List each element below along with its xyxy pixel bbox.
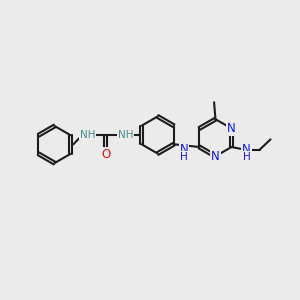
Text: N: N	[179, 143, 188, 156]
Text: O: O	[101, 148, 110, 161]
Text: N: N	[211, 150, 220, 163]
Text: NH: NH	[80, 130, 95, 140]
Text: N: N	[227, 122, 236, 135]
Text: N: N	[242, 143, 251, 156]
Text: H: H	[243, 152, 250, 162]
Text: H: H	[180, 152, 188, 162]
Text: NH: NH	[118, 130, 133, 140]
